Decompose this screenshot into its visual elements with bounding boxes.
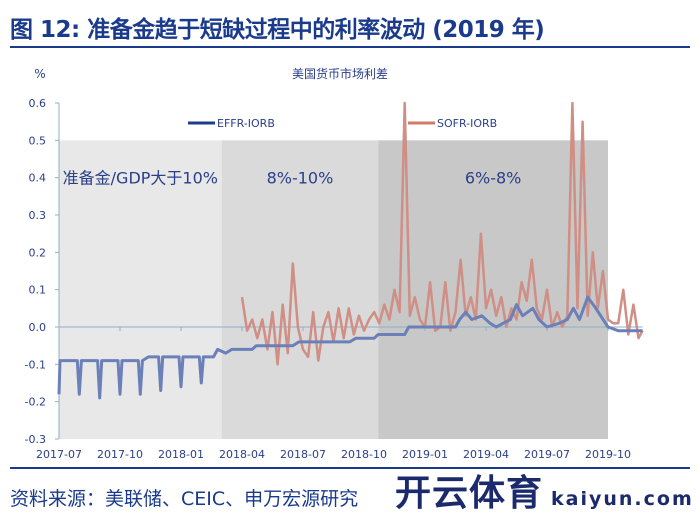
y-tick-label: -0.3: [25, 433, 46, 446]
x-tick-label: 2019-07: [524, 448, 570, 461]
y-tick-label: 0.5: [29, 134, 47, 147]
figure-title: 图 12: 准备金趋于短缺过程中的利率波动 (2019 年): [10, 17, 545, 43]
y-tick-label: 0.4: [29, 172, 47, 185]
x-tick-label: 2018-10: [341, 448, 387, 461]
y-tick-label: 0.0: [29, 321, 47, 334]
y-tick-label: -0.2: [25, 396, 46, 409]
x-tick-label: 2017-10: [97, 448, 143, 461]
watermark-url: kaiyun.com: [551, 488, 694, 510]
x-tick-label: 2018-01: [158, 448, 204, 461]
x-tick-label: 2018-04: [219, 448, 265, 461]
y-tick-label: 0.2: [29, 246, 47, 259]
region-label-0: 准备金/GDP大于10%: [63, 169, 218, 188]
legend-label: EFFR-IORB: [217, 117, 275, 130]
y-tick-label: -0.1: [25, 358, 46, 371]
region-label-1: 8%-10%: [267, 169, 334, 188]
x-tick-label: 2019-01: [402, 448, 448, 461]
spread-chart: 准备金/GDP大于10% 8%-10% 6%-8% 美国货币市场利差% 0.6 0.5 0.…: [25, 66, 644, 461]
y-tick-label: 0.3: [29, 209, 47, 222]
region-1: [221, 140, 379, 439]
series-line-effr-iorb: [57, 295, 643, 400]
chart-title: 美国货币市场利差: [292, 66, 388, 81]
x-tick-label: 2018-07: [280, 448, 326, 461]
x-tick-label: 2017-07: [36, 448, 82, 461]
x-tick-label: 2019-04: [463, 448, 509, 461]
region-label-2: 6%-8%: [465, 169, 522, 188]
source-divider: [10, 467, 690, 469]
y-tick-label: 0.1: [29, 284, 47, 297]
watermark-name: 开云体育: [395, 473, 544, 514]
watermark-logo: 开云体育 kaiyun.com: [395, 474, 694, 514]
y-tick-label: 0.6: [29, 97, 47, 110]
legend-label: SOFR-IORB: [437, 117, 497, 130]
x-tick-label: 2019-10: [585, 448, 631, 461]
series-line-sofr-iorb: [240, 101, 644, 366]
title-divider: [10, 46, 690, 48]
y-axis-label: %: [34, 67, 45, 81]
source-note: 资料来源：美联储、CEIC、申万宏源研究: [10, 488, 359, 510]
